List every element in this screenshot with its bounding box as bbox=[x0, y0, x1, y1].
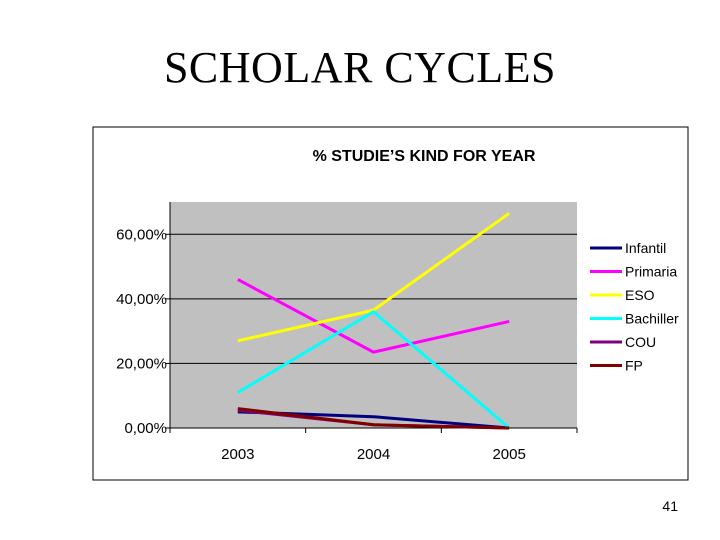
x-tick-label: 2005 bbox=[492, 446, 525, 463]
series-line-primaria bbox=[237, 278, 510, 354]
y-tick-label: 0,00% bbox=[124, 420, 167, 437]
y-axis-ticks: 0,00% 20,00% 40,00% 60,00% bbox=[116, 226, 170, 437]
x-tick-label: 2004 bbox=[357, 446, 390, 463]
series-line-eso bbox=[237, 212, 511, 343]
y-tick-label: 40,00% bbox=[116, 291, 167, 308]
legend-label: Primaria bbox=[625, 264, 677, 280]
legend-label: Infantil bbox=[625, 240, 666, 256]
page-number: 41 bbox=[662, 498, 678, 514]
legend-label: Bachiller bbox=[625, 311, 679, 327]
y-tick-label: 20,00% bbox=[116, 355, 167, 372]
plot-area bbox=[170, 202, 577, 428]
x-tick-label: 2003 bbox=[221, 446, 254, 463]
legend-label: ESO bbox=[625, 287, 655, 303]
series-lines bbox=[237, 212, 511, 430]
gridlines bbox=[170, 233, 577, 364]
y-tick-label: 60,00% bbox=[116, 226, 167, 243]
series-line-fp bbox=[237, 407, 510, 430]
legend-label: FP bbox=[625, 358, 643, 374]
legend-label: COU bbox=[625, 334, 656, 350]
chart-title: % STUDIE’S KIND FOR YEAR bbox=[313, 148, 536, 165]
x-axis-ticks: 2003 2004 2005 bbox=[169, 428, 578, 463]
legend: Infantil Primaria ESO Bachiller COU FP bbox=[590, 240, 679, 374]
slide-title: SCHOLAR CYCLES bbox=[163, 43, 557, 92]
series-line-bachiller bbox=[237, 310, 511, 430]
